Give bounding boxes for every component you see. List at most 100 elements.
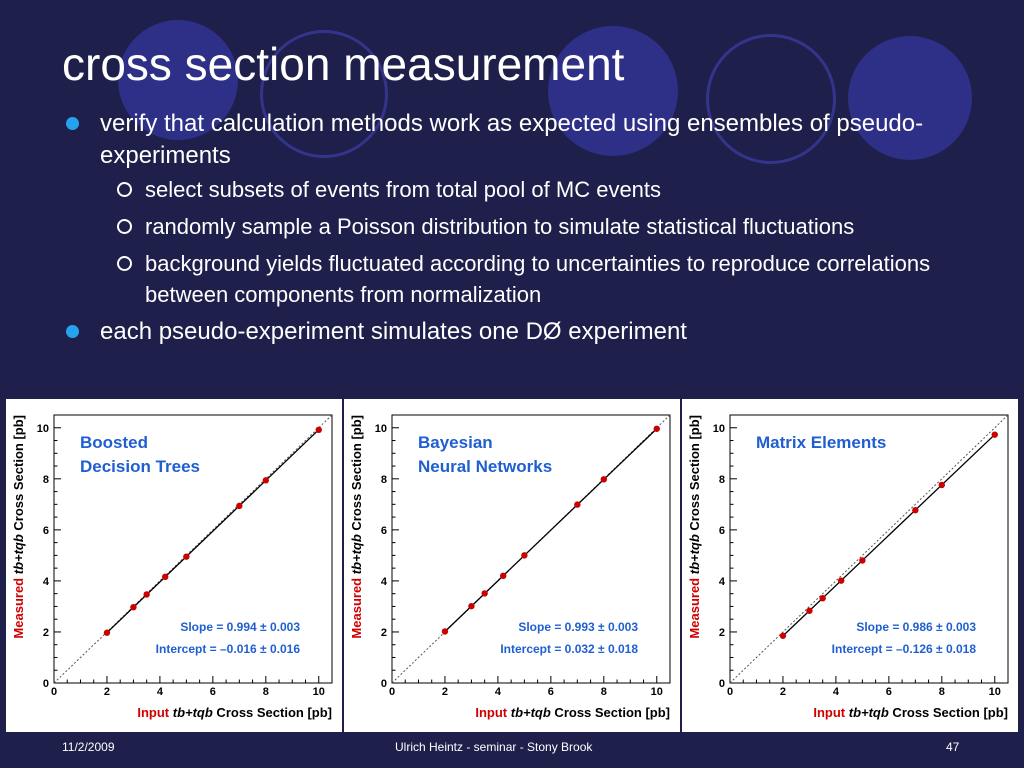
chart-panel-me: 0 2 4 6 8 10 0 2 4 6 8 10 Matrix Elements Slope = 0.9… <box>682 399 1018 732</box>
x-axis-label-part: tb+tqb <box>511 705 551 720</box>
x-tick-label: 6 <box>210 686 216 698</box>
footer-page-number: 47 <box>946 740 960 754</box>
y-axis-label-part: Cross Section [pb] <box>687 415 702 534</box>
sub-bullet-item: randomly sample a Poisson distribution t… <box>0 211 935 242</box>
data-point <box>441 628 449 635</box>
y-axis-label: Measured tb+tqb Cross Section [pb] <box>687 415 702 639</box>
fit-line <box>782 434 996 637</box>
y-tick-label: 2 <box>719 627 725 639</box>
sub-bullet-ring-icon <box>117 182 132 197</box>
y-axis-label-part: tb+tqb <box>687 534 702 574</box>
y-tick-label: 4 <box>43 576 50 588</box>
x-axis-label-part: tb+tqb <box>849 705 889 720</box>
plot-frame <box>391 414 671 684</box>
slope-annotation: Slope = 0.986 ± 0.003 <box>856 620 976 634</box>
data-point <box>806 607 813 614</box>
y-tick-label: 0 <box>719 678 725 690</box>
x-tick-label: 10 <box>651 686 663 698</box>
data-point <box>574 501 581 508</box>
y-tick-label: 0 <box>43 678 49 690</box>
intercept-annotation: Intercept = –0.016 ± 0.016 <box>156 642 301 656</box>
y-tick-label: 2 <box>381 627 387 639</box>
footer-center: Ulrich Heintz - seminar - Stony Brook <box>395 740 593 754</box>
chart-bnn: 0 2 4 6 8 10 0 2 4 6 8 10 Bayesian Neural Networks Slo… <box>349 414 671 720</box>
x-tick-label: 0 <box>389 686 395 698</box>
data-point <box>938 481 946 489</box>
x-tick-label: 2 <box>442 686 448 698</box>
bullet-dot-icon <box>66 325 79 338</box>
x-tick-label: 6 <box>886 686 892 698</box>
x-axis-label-part: Cross Section [pb] <box>213 705 332 720</box>
slide-title: cross section measurement <box>62 38 625 90</box>
y-tick-label: 4 <box>381 576 388 588</box>
x-tick-label: 4 <box>833 686 840 698</box>
y-tick-label: 8 <box>381 474 387 486</box>
sub-bullet-text: background yields fluctuated according t… <box>145 251 931 307</box>
y-tick-label: 8 <box>719 474 725 486</box>
decor-ring <box>260 30 388 158</box>
decor-circle <box>118 20 238 140</box>
sub-bullet-ring-icon <box>117 219 132 234</box>
reference-line <box>53 414 333 684</box>
chart-title: Bayesian <box>418 433 493 452</box>
x-tick-label: 4 <box>495 686 502 698</box>
chart-title: Neural Networks <box>418 457 552 476</box>
data-point <box>991 431 998 438</box>
chart-title: Boosted <box>80 433 148 452</box>
y-axis-label: Measured tb+tqb Cross Section [pb] <box>11 415 26 639</box>
y-axis-label-part: Measured <box>687 574 702 638</box>
decor-circle <box>848 36 972 160</box>
chart-panel-bnn: 0 2 4 6 8 10 0 2 4 6 8 10 Bayesian Neural Networks Slo… <box>344 399 680 732</box>
chart-panel-bdt: 0 2 4 6 8 10 0 2 4 6 8 10 Boosted Decision Trees Slope… <box>6 399 342 732</box>
bullet-item: each pseudo-experiment simulates one DØ … <box>0 316 945 348</box>
data-point <box>912 507 919 514</box>
x-tick-label: 4 <box>157 686 164 698</box>
decor-circle <box>548 26 678 156</box>
y-tick-label: 4 <box>719 576 726 588</box>
y-tick-label: 8 <box>43 474 49 486</box>
x-axis-label-part: Input <box>813 705 848 720</box>
slope-annotation: Slope = 0.993 ± 0.003 <box>518 620 638 634</box>
x-axis-label-part: Input <box>137 705 172 720</box>
y-tick-label: 0 <box>381 678 387 690</box>
data-point <box>500 572 507 579</box>
x-tick-label: 0 <box>51 686 57 698</box>
data-point <box>262 477 270 484</box>
y-tick-label: 2 <box>43 627 49 639</box>
bullet-text: each pseudo-experiment simulates one DØ … <box>100 318 687 345</box>
intercept-annotation: Intercept = –0.126 ± 0.018 <box>832 642 977 656</box>
plot-frame <box>729 414 1009 684</box>
y-tick-label: 6 <box>43 525 49 537</box>
bullet-dot-icon <box>66 117 79 130</box>
data-point <box>143 591 150 598</box>
sub-bullet-item: select subsets of events from total pool… <box>0 174 935 205</box>
reference-line <box>729 414 1009 684</box>
data-point <box>838 577 845 584</box>
data-point <box>600 476 608 483</box>
footer-date: 11/2/2009 <box>62 740 115 754</box>
bullet-text: verify that calculation methods work as … <box>100 110 924 169</box>
x-tick-label: 2 <box>104 686 110 698</box>
plot-frame <box>53 414 333 684</box>
y-tick-label: 10 <box>37 423 49 435</box>
intercept-annotation: Intercept = 0.032 ± 0.018 <box>500 642 638 656</box>
sub-bullet-text: randomly sample a Poisson distribution t… <box>145 214 855 239</box>
data-point <box>859 557 866 564</box>
decor-ring <box>706 34 836 164</box>
x-axis-label-part: Cross Section [pb] <box>551 705 670 720</box>
x-tick-label: 2 <box>780 686 786 698</box>
sub-bullet-ring-icon <box>117 256 132 271</box>
y-axis-label-part: Cross Section [pb] <box>349 415 364 534</box>
y-tick-label: 6 <box>381 525 387 537</box>
slope-annotation: Slope = 0.994 ± 0.003 <box>180 620 300 634</box>
chart-title: Matrix Elements <box>756 433 886 452</box>
x-axis-label: Input tb+tqb Cross Section [pb] <box>475 705 670 720</box>
y-axis-label-part: Cross Section [pb] <box>11 415 26 534</box>
x-axis-label: Input tb+tqb Cross Section [pb] <box>137 705 332 720</box>
chart-me: 0 2 4 6 8 10 0 2 4 6 8 10 Matrix Elements Slope = 0.9… <box>687 414 1009 720</box>
y-axis-label-part: tb+tqb <box>11 534 26 574</box>
y-tick-label: 6 <box>719 525 725 537</box>
y-axis-label: Measured tb+tqb Cross Section [pb] <box>349 415 364 639</box>
data-point <box>468 602 475 610</box>
bullet-item: verify that calculation methods work as … <box>0 108 945 172</box>
